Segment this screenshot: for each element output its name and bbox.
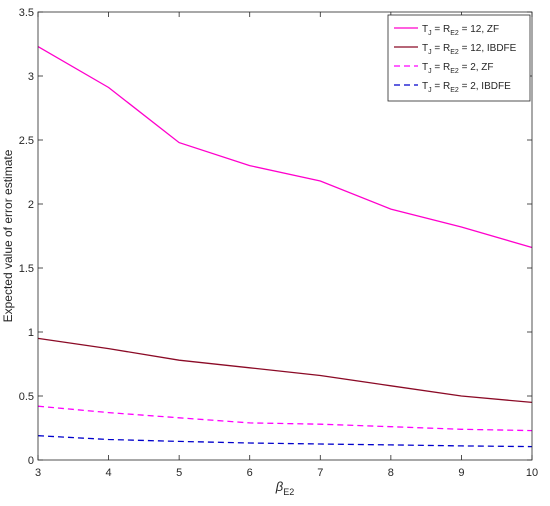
legend-label-part: = 2, IBDFE <box>459 81 511 92</box>
y-axis-label: Expected value of error estimate <box>1 149 15 322</box>
legend-label-part: T <box>422 62 428 73</box>
legend-label-part: = R <box>432 24 451 35</box>
x-tick-label: 10 <box>526 467 538 479</box>
legend-label-part: J <box>428 30 432 37</box>
x-tick-label: 5 <box>176 467 182 479</box>
legend-label-4: TJ = RE2 = 2, IBDFE <box>422 81 511 94</box>
y-tick-label: 0 <box>28 455 34 467</box>
legend-label-part: T <box>422 43 428 54</box>
legend-label-part: = R <box>432 62 451 73</box>
legend-label-part: = 12, ZF <box>459 24 499 35</box>
y-tick-label: 3 <box>28 71 34 83</box>
series-line-3 <box>37 405 533 432</box>
legend-label-part: E2 <box>450 49 459 56</box>
x-axis-label: βE2 <box>275 479 294 497</box>
y-tick-label: 0.5 <box>19 391 34 403</box>
legend-label-part: E2 <box>450 68 459 75</box>
legend-label-part: T <box>422 81 428 92</box>
x-axis-label-subscript: E2 <box>283 487 294 497</box>
legend-label-part: E2 <box>450 87 459 94</box>
x-tick-label: 3 <box>35 467 41 479</box>
legend-box <box>387 14 531 102</box>
series-line-2 <box>37 337 533 404</box>
x-tick-label: 7 <box>317 467 323 479</box>
legend-label-part: J <box>428 87 432 94</box>
legend-label-part: J <box>428 68 432 75</box>
plot-frame <box>37 11 533 461</box>
y-tick-label: 1.5 <box>19 263 34 275</box>
y-tick-label: 3.5 <box>19 7 34 19</box>
legend-label-part: = 12, IBDFE <box>459 43 517 54</box>
legend-label-part: = 2, ZF <box>459 62 494 73</box>
x-tick-label: 6 <box>247 467 253 479</box>
legend-label-part: = R <box>432 81 451 92</box>
series-line-4 <box>37 435 533 448</box>
legend-label-1: TJ = RE2 = 12, ZF <box>422 24 499 37</box>
x-tick-label: 4 <box>106 467 112 479</box>
legend-label-part: J <box>428 49 432 56</box>
y-tick-label: 1 <box>28 327 34 339</box>
x-axis-label-symbol: β <box>275 479 284 494</box>
x-tick-label: 9 <box>458 467 464 479</box>
series-line-1 <box>37 46 533 249</box>
legend-label-part: E2 <box>450 30 459 37</box>
legend-label-2: TJ = RE2 = 12, IBDFE <box>422 43 517 56</box>
legend-label-part: = R <box>432 43 451 54</box>
legend-label-part: T <box>422 24 428 35</box>
x-tick-label: 8 <box>388 467 394 479</box>
legend-label-3: TJ = RE2 = 2, ZF <box>422 62 494 75</box>
y-tick-label: 2 <box>28 199 34 211</box>
y-tick-label: 2.5 <box>19 135 34 147</box>
